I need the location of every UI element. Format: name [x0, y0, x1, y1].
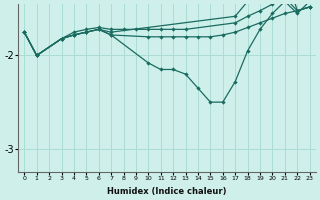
X-axis label: Humidex (Indice chaleur): Humidex (Indice chaleur)	[107, 187, 227, 196]
